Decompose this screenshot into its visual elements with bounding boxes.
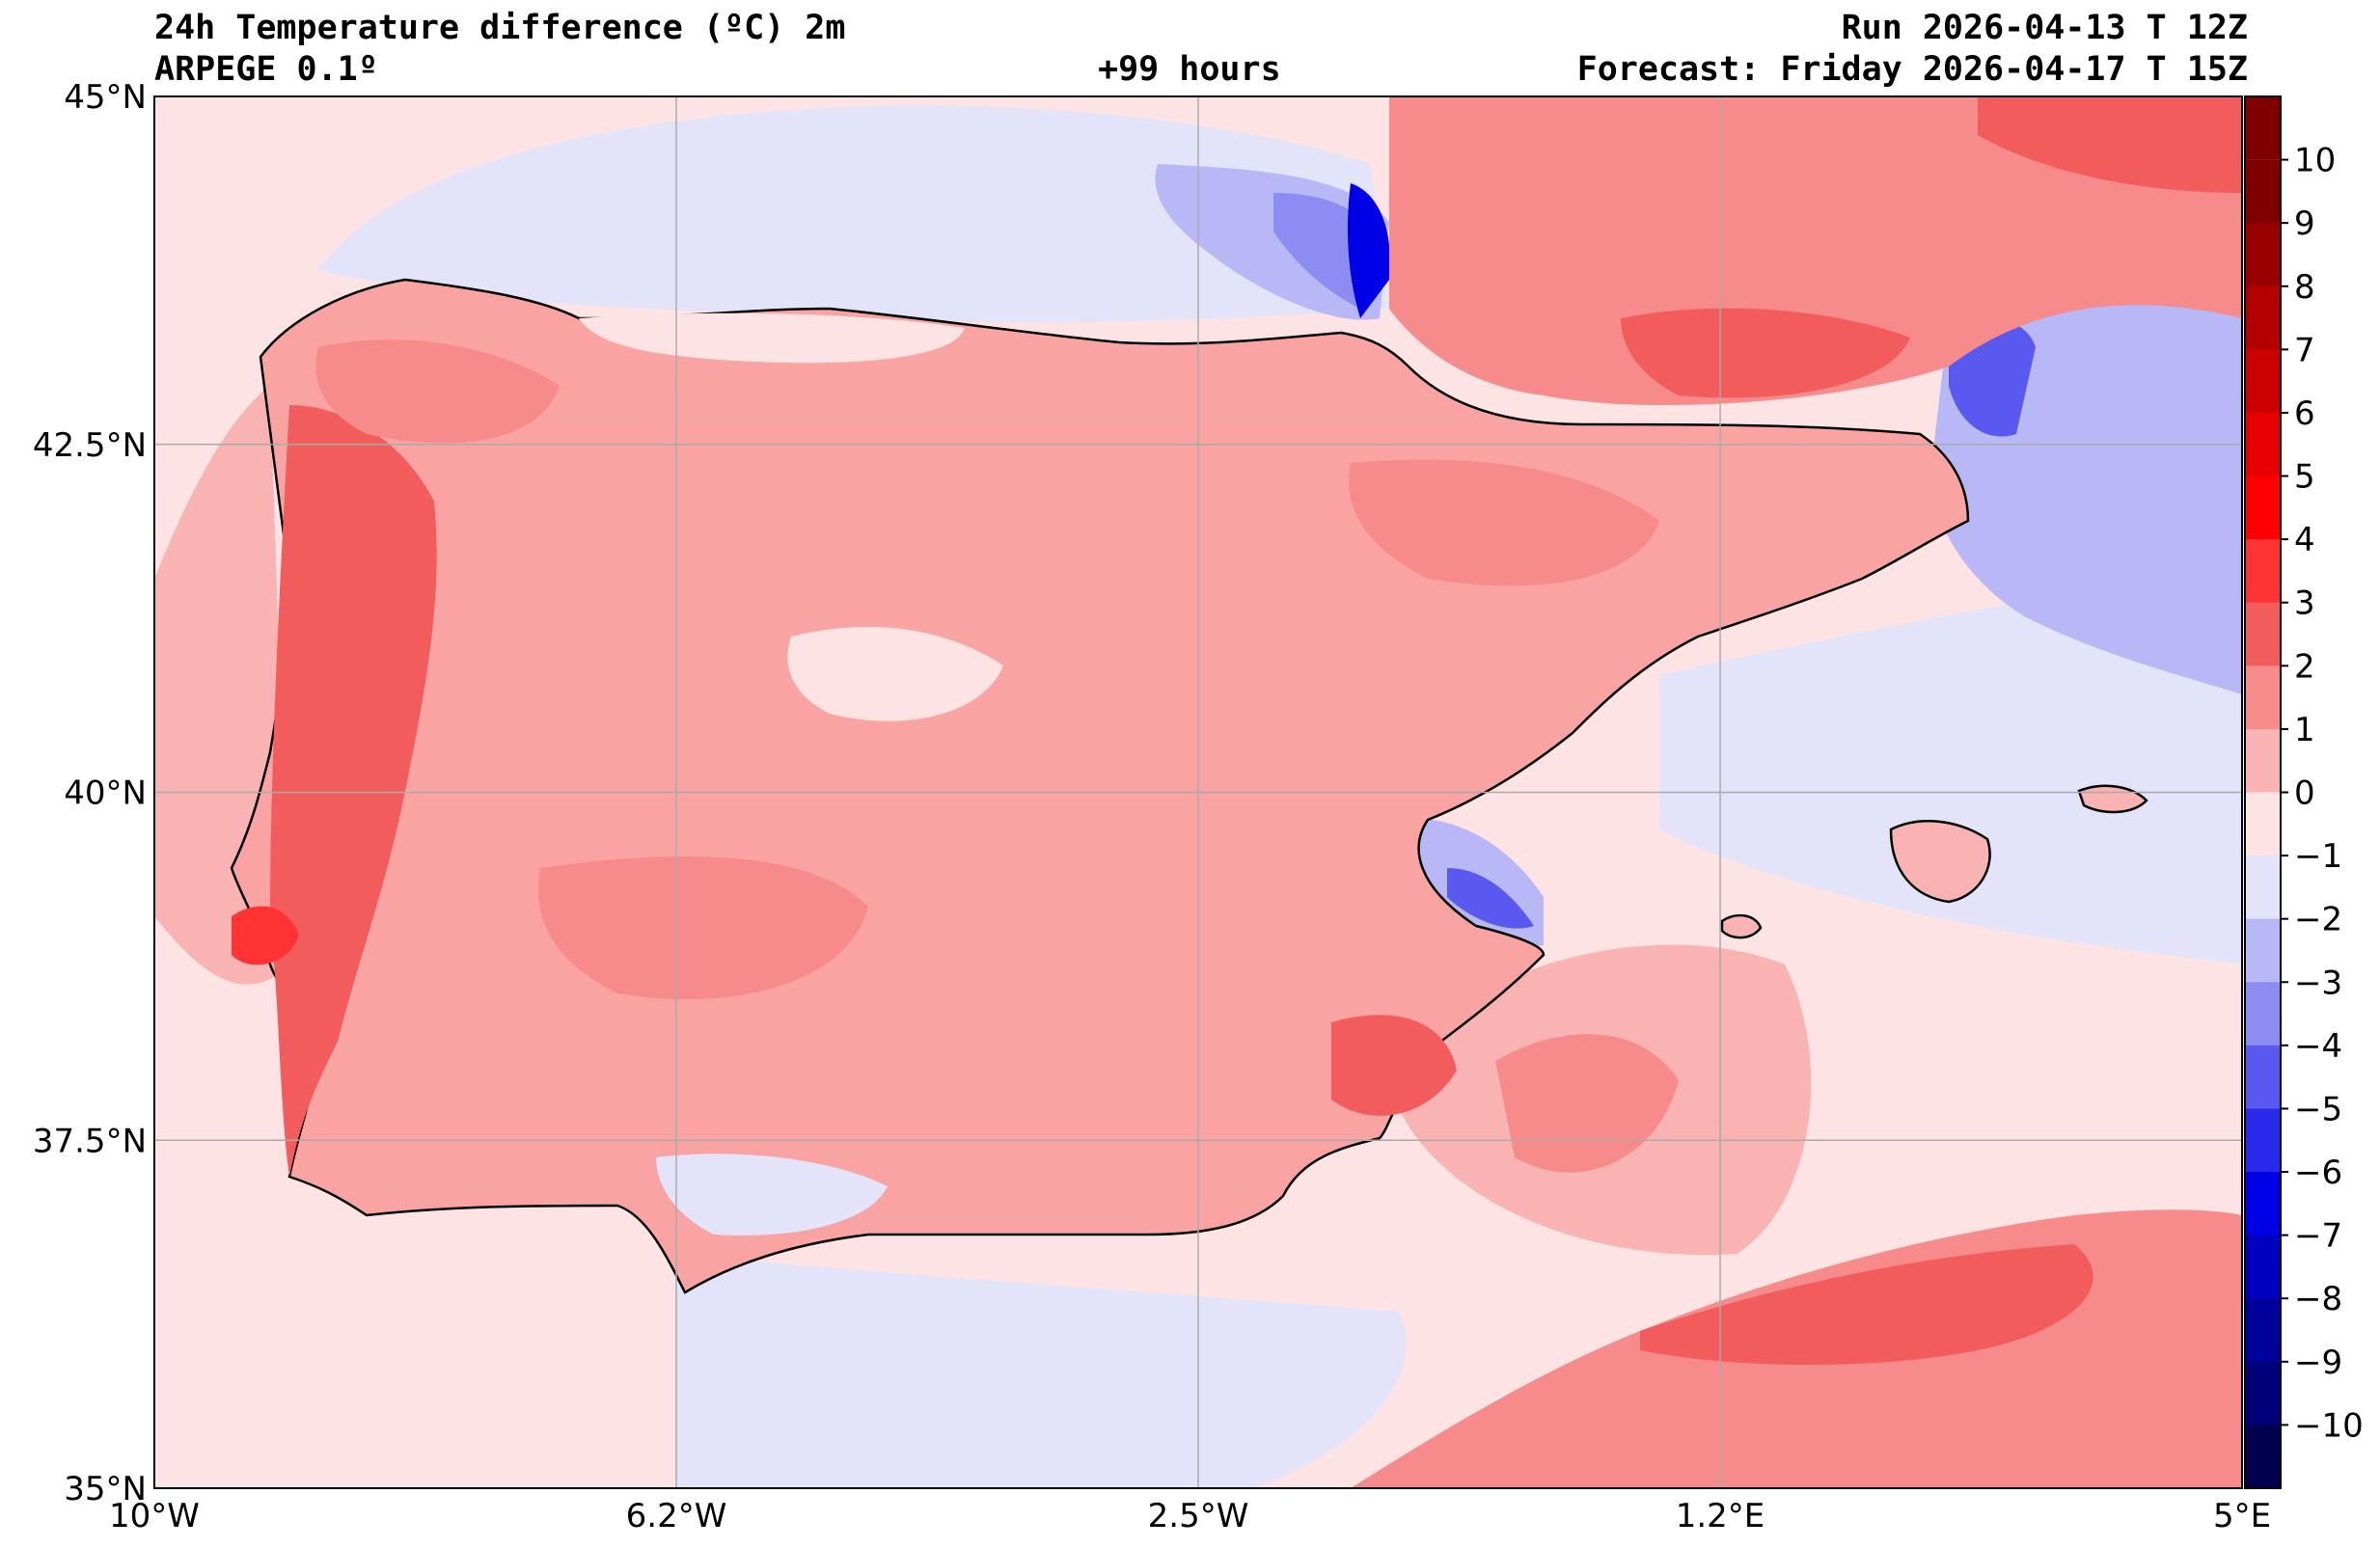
lead-time-label: +99 hours — [1098, 50, 1281, 89]
colorbar-label: −4 — [2294, 1027, 2342, 1066]
lat-tick-label: 37.5°N — [33, 1122, 147, 1160]
forecast-label: Forecast: Friday 2026-04-17 T 15Z — [1576, 50, 2248, 89]
lat-tick-label: 35°N — [64, 1470, 147, 1508]
colorbar-label: 1 — [2294, 711, 2315, 749]
colorbar-label: 7 — [2294, 331, 2315, 369]
run-label: Run 2026-04-13 T 12Z — [1841, 9, 2248, 47]
colorbar-label: −7 — [2294, 1217, 2342, 1256]
cool-patch-valencia-2 — [1447, 868, 1534, 929]
colorbar-frame — [2244, 95, 2282, 1489]
land-france-hot — [1621, 308, 1910, 398]
warm-patch-balearic-sea-2 — [1495, 1034, 1679, 1173]
colorbar-segment — [2245, 1425, 2281, 1489]
colorbar-segment — [2245, 665, 2281, 730]
colorbar-label: −6 — [2294, 1154, 2342, 1192]
colorbar-label: 4 — [2294, 521, 2315, 559]
colorbar-label: 6 — [2294, 394, 2315, 433]
colorbar-segment — [2245, 475, 2281, 540]
colorbar-segment — [2245, 728, 2281, 793]
land-alps-hot — [1978, 96, 2242, 193]
colorbar-segment — [2245, 855, 2281, 920]
colorbar-label: 5 — [2294, 458, 2315, 497]
longitude-labels: 10°W 6.2°W 2.5°W 1.2°E 5°E — [109, 1497, 2271, 1535]
land-france — [1389, 96, 2242, 405]
colorbar-segment — [2245, 602, 2281, 666]
colorbar-segment — [2245, 918, 2281, 983]
cool-patch-mediterranean — [1659, 579, 2242, 964]
lat-tick-label: 40°N — [64, 774, 147, 813]
colorbar-segment — [2245, 1172, 2281, 1236]
colorbar-segment — [2245, 285, 2281, 350]
land-portugal-hot — [270, 405, 437, 1177]
island-mallorca — [1889, 820, 1991, 904]
land-ebro-warm — [1349, 459, 1659, 586]
land-cantabric-cool — [579, 312, 965, 364]
colorbar-segment — [2245, 349, 2281, 414]
cool-patch-alboran — [675, 1254, 1407, 1488]
colorbar-label: 2 — [2294, 647, 2315, 686]
map-plot-area — [154, 96, 2242, 1488]
colorbar-segment — [2245, 412, 2281, 477]
latitude-labels: 45°N 42.5°N 40°N 37.5°N 35°N — [33, 78, 147, 1508]
lon-tick-label: 6.2°W — [626, 1497, 727, 1535]
colorbar-label: −1 — [2294, 837, 2342, 876]
land-central-warm — [538, 856, 868, 999]
colorbar-label: −8 — [2294, 1280, 2342, 1318]
colorbar-segment — [2245, 1298, 2281, 1363]
lon-tick-label: 10°W — [109, 1497, 200, 1535]
colorbar-segment — [2245, 1108, 2281, 1173]
cool-patch-biscay-4 — [1348, 183, 1390, 318]
colorbar-segment — [2245, 982, 2281, 1046]
colorbar-segment — [2245, 1361, 2281, 1426]
lon-tick-label: 1.2°E — [1676, 1497, 1765, 1535]
colorbar-label: 8 — [2294, 268, 2315, 307]
lon-tick-label: 2.5°W — [1148, 1497, 1249, 1535]
lon-tick-label: 5°E — [2213, 1497, 2271, 1535]
colorbar-segment — [2245, 96, 2281, 160]
colorbar-segment — [2245, 792, 2281, 856]
land-meseta-light — [787, 627, 1003, 721]
map-frame — [153, 95, 2243, 1489]
lat-tick-label: 42.5°N — [33, 426, 147, 465]
colorbar-segment — [2245, 539, 2281, 604]
colorbar-label: 10 — [2294, 142, 2336, 180]
colorbar-segment — [2245, 223, 2281, 287]
colorbar-label: −9 — [2294, 1344, 2342, 1382]
land-south-cool — [656, 1154, 888, 1236]
model-label: ARPEGE 0.1º — [154, 50, 378, 89]
colorbar-label: 0 — [2294, 774, 2315, 813]
colorbar-label: 9 — [2294, 204, 2315, 243]
colorbar-label: −3 — [2294, 964, 2342, 1002]
map-title: 24h Temperature difference (ºC) 2m — [154, 9, 846, 47]
land-southeast-warm — [1331, 1015, 1457, 1116]
colorbar-label: −5 — [2294, 1090, 2342, 1128]
lat-tick-label: 45°N — [64, 78, 147, 117]
land-portugal-hottest — [232, 906, 299, 965]
colorbar-label: 3 — [2294, 584, 2315, 623]
colorbar-label: −10 — [2294, 1406, 2364, 1445]
colorbar-segment — [2245, 159, 2281, 224]
colorbar-segment — [2245, 1235, 2281, 1299]
gridlines — [154, 96, 2242, 1488]
colorbar-segment — [2245, 1045, 2281, 1109]
land-north-africa-hot — [1640, 1244, 2093, 1365]
land-northwest-warm — [315, 339, 560, 444]
cool-patch-biscay — [318, 105, 1389, 323]
colorbar-label: −2 — [2294, 901, 2342, 939]
island-ibiza — [1720, 913, 1763, 939]
